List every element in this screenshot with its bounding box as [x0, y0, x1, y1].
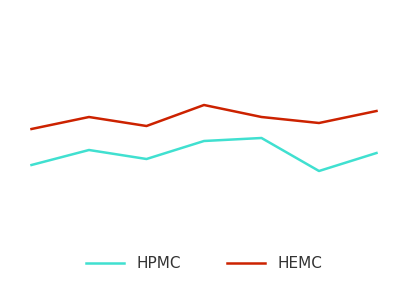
HEMC	[202, 103, 206, 107]
Legend: HPMC, HEMC: HPMC, HEMC	[80, 250, 328, 278]
HPMC	[86, 148, 91, 152]
Line: HPMC: HPMC	[32, 138, 376, 171]
HPMC	[259, 136, 264, 140]
HEMC	[29, 127, 34, 131]
HPMC	[202, 139, 206, 143]
HEMC	[144, 124, 149, 128]
HEMC	[259, 115, 264, 119]
HEMC	[374, 109, 379, 113]
HEMC	[317, 121, 322, 125]
Line: HEMC: HEMC	[32, 105, 376, 129]
HPMC	[29, 163, 34, 167]
HPMC	[374, 151, 379, 155]
HPMC	[317, 169, 322, 173]
HPMC	[144, 157, 149, 161]
HEMC	[86, 115, 91, 119]
